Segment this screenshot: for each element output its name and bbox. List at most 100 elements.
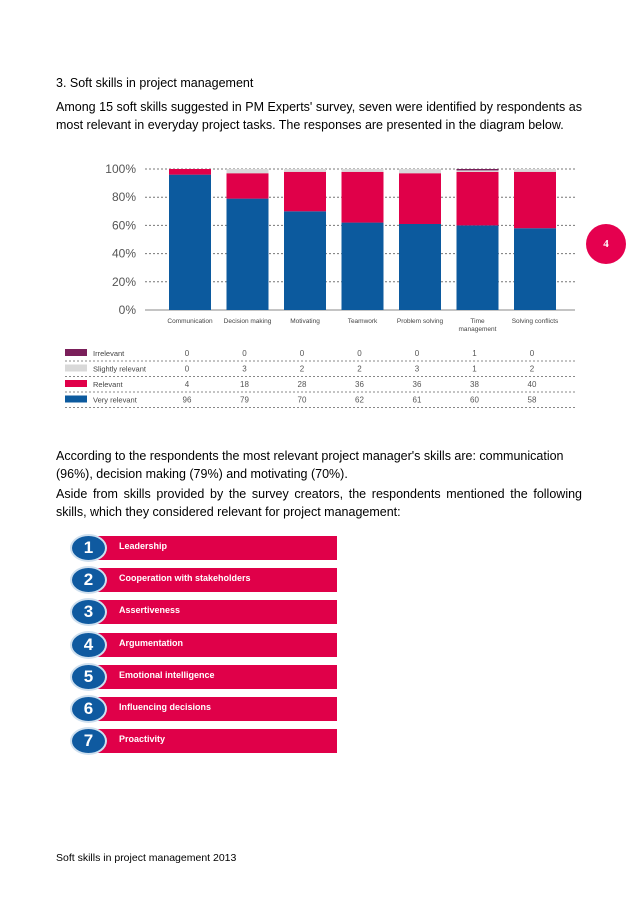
bar-segment (341, 222, 384, 310)
bar-segment (226, 169, 269, 174)
number-badge: 4 (70, 630, 107, 659)
paragraph-most-relevant: According to the respondents the most re… (56, 449, 564, 481)
data-label: 60 (470, 396, 479, 405)
data-label: 1 (472, 349, 477, 358)
skill-label: Leadership (119, 541, 168, 551)
y-tick-label: 80% (112, 190, 136, 204)
bar-segment (226, 173, 269, 199)
data-label: 0 (357, 349, 362, 358)
intro-paragraph: Among 15 soft skills suggested in PM Exp… (56, 100, 582, 132)
bar-segment (456, 170, 499, 172)
category-label: Motivating (290, 318, 320, 325)
page-footer: Soft skills in project management 2013 (56, 852, 237, 864)
data-label: 36 (413, 380, 422, 389)
list-item: 1 Leadership (70, 534, 340, 562)
list-item: 3 Assertiveness (70, 598, 340, 627)
category-label: management (459, 326, 497, 333)
data-label: 62 (355, 396, 364, 405)
stacked-bar-chart: 100% 80% 60% 40% 20% 0% Communication Decision … (65, 162, 575, 408)
legend-swatch (65, 395, 87, 403)
data-label: 61 (413, 396, 422, 405)
number-badge: 6 (70, 694, 107, 723)
y-tick-label: 0% (119, 303, 137, 317)
bar-segment (169, 174, 211, 310)
list-item: 2 Cooperation with stakeholders (70, 566, 340, 595)
list-item: 6 Influencing decisions (70, 694, 340, 723)
list-item: 7 Proactivity (70, 727, 340, 756)
data-label: 1 (472, 365, 477, 374)
data-label: 4 (185, 380, 190, 389)
category-label: Teamwork (348, 318, 378, 325)
bar-segment (514, 228, 556, 310)
y-tick-label: 60% (112, 218, 136, 232)
data-label: 58 (528, 396, 537, 405)
data-label: 3 (415, 365, 420, 374)
data-label: 28 (298, 380, 307, 389)
category-label: Communication (167, 318, 213, 325)
section-heading: 3. Soft skills in project management (56, 76, 254, 90)
data-label: 36 (355, 380, 364, 389)
list-item: 4 Argumentation (70, 630, 340, 659)
list-item: 5 Emotional intelligence (70, 662, 340, 691)
data-label: 2 (300, 365, 305, 374)
data-label: 96 (183, 396, 192, 405)
bar-segment (514, 171, 556, 229)
skill-label: Argumentation (119, 637, 183, 648)
bar-segment (456, 171, 499, 226)
bar-segment (514, 169, 556, 172)
data-label: 2 (530, 365, 535, 374)
skill-label: Cooperation with stakeholders (119, 573, 251, 584)
page-number-badge: 4 (586, 224, 626, 264)
category-label: Time (470, 318, 485, 325)
legend-label: Slightly relevant (93, 365, 147, 374)
skill-label: Emotional intelligence (119, 669, 215, 680)
y-tick-label: 100% (105, 162, 136, 176)
data-label: 40 (528, 380, 537, 389)
category-label: Problem solving (397, 318, 444, 325)
bar-segment (456, 225, 499, 310)
data-label: 79 (240, 396, 249, 405)
legend-swatch (65, 380, 87, 387)
legend-label: Irrelevant (93, 349, 125, 358)
bar-segment (226, 198, 269, 310)
data-label: 3 (242, 365, 247, 374)
bar-segment (341, 169, 384, 172)
bar-segment (284, 211, 326, 310)
paragraph-other-skills: Aside from skills provided by the survey… (56, 487, 582, 519)
legend-swatch (65, 349, 87, 356)
bar-segment (399, 223, 441, 310)
y-tick-label: 40% (112, 247, 136, 261)
legend-label: Relevant (93, 380, 124, 389)
data-label: 18 (240, 380, 249, 389)
data-label: 0 (300, 349, 305, 358)
category-label: Solving conflicts (512, 318, 559, 325)
data-label: 0 (530, 349, 535, 358)
number-badge: 3 (70, 598, 107, 627)
number-badge: 2 (70, 566, 107, 595)
number-badge: 7 (70, 727, 107, 756)
data-label: 0 (185, 349, 190, 358)
data-label: 38 (470, 380, 479, 389)
bar-segment (169, 169, 211, 175)
legend-swatch (65, 364, 87, 372)
data-label: 0 (242, 349, 247, 358)
skills-list: 1 Leadership 2 Cooperation with stakeholde… (70, 534, 340, 759)
data-label: 0 (185, 365, 190, 374)
y-tick-label: 20% (112, 275, 136, 289)
bar-segment (399, 173, 441, 224)
bar-segment (284, 169, 326, 172)
data-label: 2 (357, 365, 362, 374)
number-badge: 1 (70, 534, 107, 562)
data-label: 0 (415, 349, 420, 358)
data-label: 70 (298, 396, 307, 405)
bar-segment (284, 171, 326, 212)
skill-label: Influencing decisions (119, 701, 212, 712)
legend-label: Very relevant (93, 396, 138, 405)
skill-label: Assertiveness (119, 605, 181, 616)
category-label: Decision making (224, 318, 272, 325)
number-badge: 5 (70, 662, 107, 691)
bar-segment (341, 171, 384, 223)
bar-segment (399, 169, 441, 174)
bar-segment (456, 169, 499, 171)
skill-label: Proactivity (119, 734, 166, 745)
